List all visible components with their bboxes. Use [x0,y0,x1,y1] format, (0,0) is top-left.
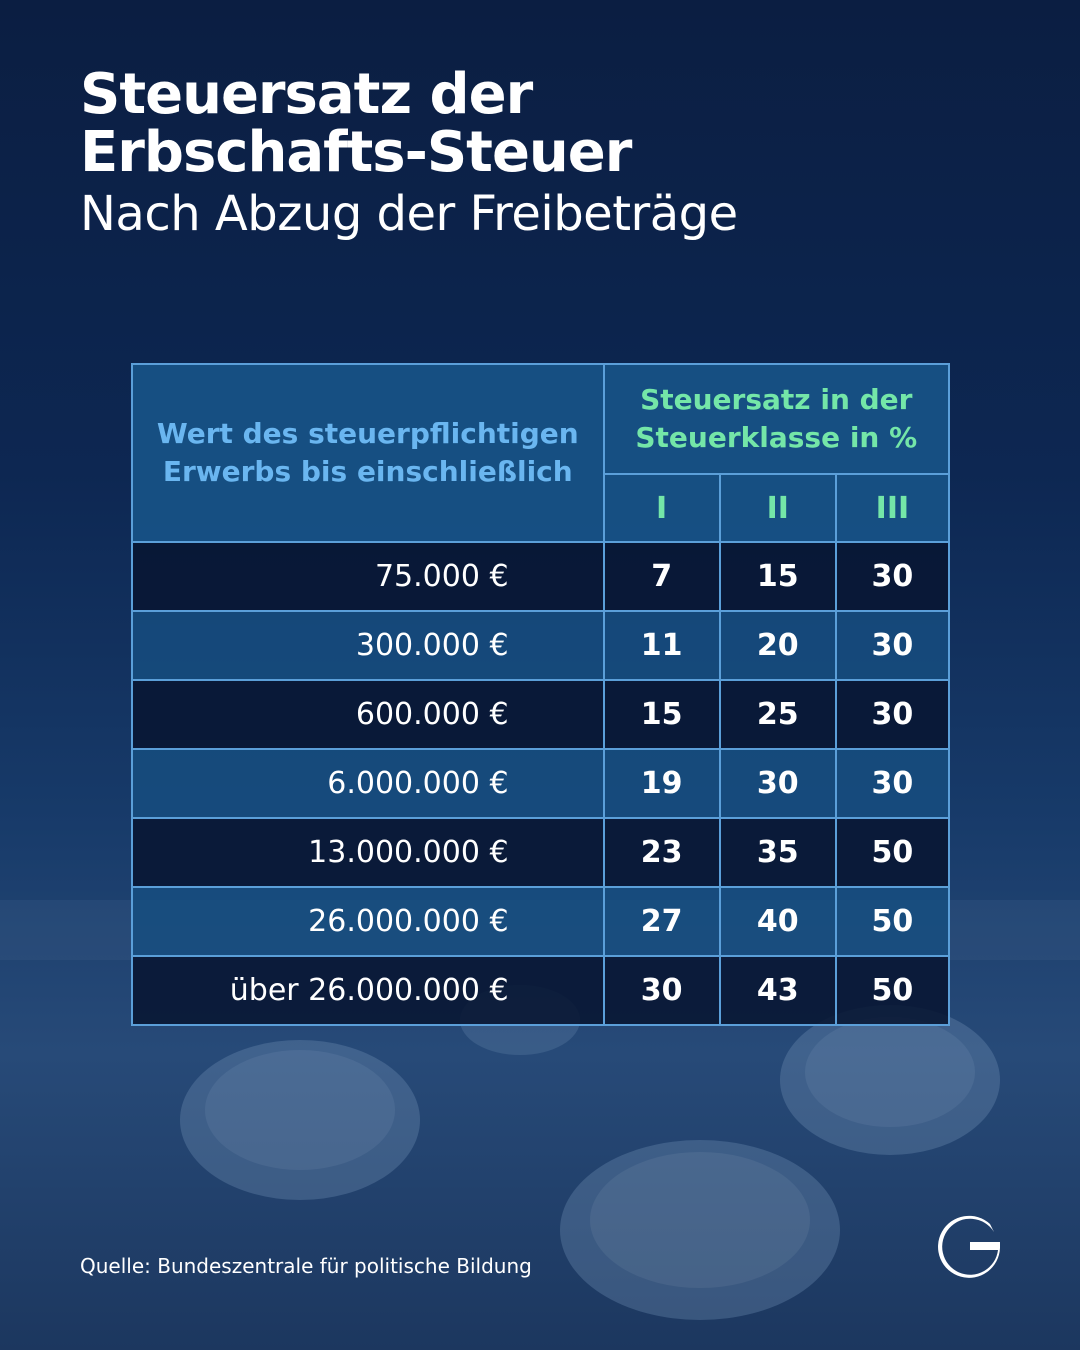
rate-cell-class-iii: 30 [834,679,951,750]
amount-cell: 6.000.000 € [131,748,605,819]
rate-cell-class-i: 23 [602,817,721,888]
header-left-line-2: Erwerbs bis einschließlich [162,455,573,488]
header-rate-group: Steuersatz in der Steuerklasse in % [602,363,951,475]
amount-cell: 26.000.000 € [131,886,605,957]
title-line-2: Erbschafts-Steuer [80,120,632,185]
rate-cell-class-iii: 30 [834,748,951,819]
amount-cell: 300.000 € [131,610,605,681]
header-row: Wert des steuerpflichtigen Erwerbs bis e… [131,363,951,543]
class-header-row: I II III [132,473,951,543]
class-header-i: I [602,473,721,543]
rate-cell-class-i: 30 [602,955,721,1026]
table-row: 75.000 €7 15 30 [131,541,951,612]
rate-cell-class-i: 11 [602,610,721,681]
rate-cell-class-ii: 20 [718,610,837,681]
rate-cell-class-ii: 40 [718,886,837,957]
title-line-1: Steuersatz der [80,62,533,127]
g-logo-icon [938,1215,1000,1278]
class-header-ii: II [718,473,837,543]
rate-cell-class-ii: 25 [718,679,837,750]
rate-cell-class-ii: 43 [718,955,837,1026]
amount-cell: 13.000.000 € [131,817,605,888]
header-right-line-2: Steuerklasse in % [635,421,918,454]
table-row: 13.000.000 €23 35 50 [131,817,951,888]
rate-cell-class-ii: 30 [718,748,837,819]
table-row: 6.000.000 €19 30 30 [131,748,951,819]
table-row: 600.000 €15 25 30 [131,679,951,750]
class-header-iii: III [834,473,951,543]
source-note: Quelle: Bundeszentrale für politische Bi… [80,1254,532,1278]
rate-cell-class-iii: 50 [834,955,951,1026]
rate-cell-class-i: 27 [602,886,721,957]
rate-cell-class-iii: 50 [834,817,951,888]
amount-cell: über 26.000.000 € [131,955,605,1026]
header-left-line-1: Wert des steuerpflichtigen [156,417,579,450]
amount-cell: 600.000 € [131,679,605,750]
table-row: 300.000 €11 20 30 [131,610,951,681]
rate-cell-class-i: 19 [602,748,721,819]
tax-rate-table: Wert des steuerpflichtigen Erwerbs bis e… [131,363,951,1026]
rate-cell-class-iii: 30 [834,541,951,612]
rate-cell-class-ii: 15 [718,541,837,612]
rate-cell-class-ii: 35 [718,817,837,888]
amount-cell: 75.000 € [131,541,605,612]
table-body: 75.000 €7 15 30 300.000 €11 20 30 600.000 €15 2… [131,541,951,1026]
table-row: 26.000.000 €27 40 50 [131,886,951,957]
header-value-column: Wert des steuerpflichtigen Erwerbs bis e… [131,363,605,543]
subtitle: Nach Abzug der Freibeträge [80,186,738,242]
rate-cell-class-iii: 30 [834,610,951,681]
header-right-line-1: Steuersatz in der [640,383,913,416]
rate-cell-class-i: 7 [602,541,721,612]
rate-cell-class-iii: 50 [834,886,951,957]
title-block: Steuersatz der Erbschafts-Steuer Nach Ab… [80,62,738,243]
table-row: über 26.000.000 €30 43 50 [131,955,951,1026]
rate-cell-class-i: 15 [602,679,721,750]
